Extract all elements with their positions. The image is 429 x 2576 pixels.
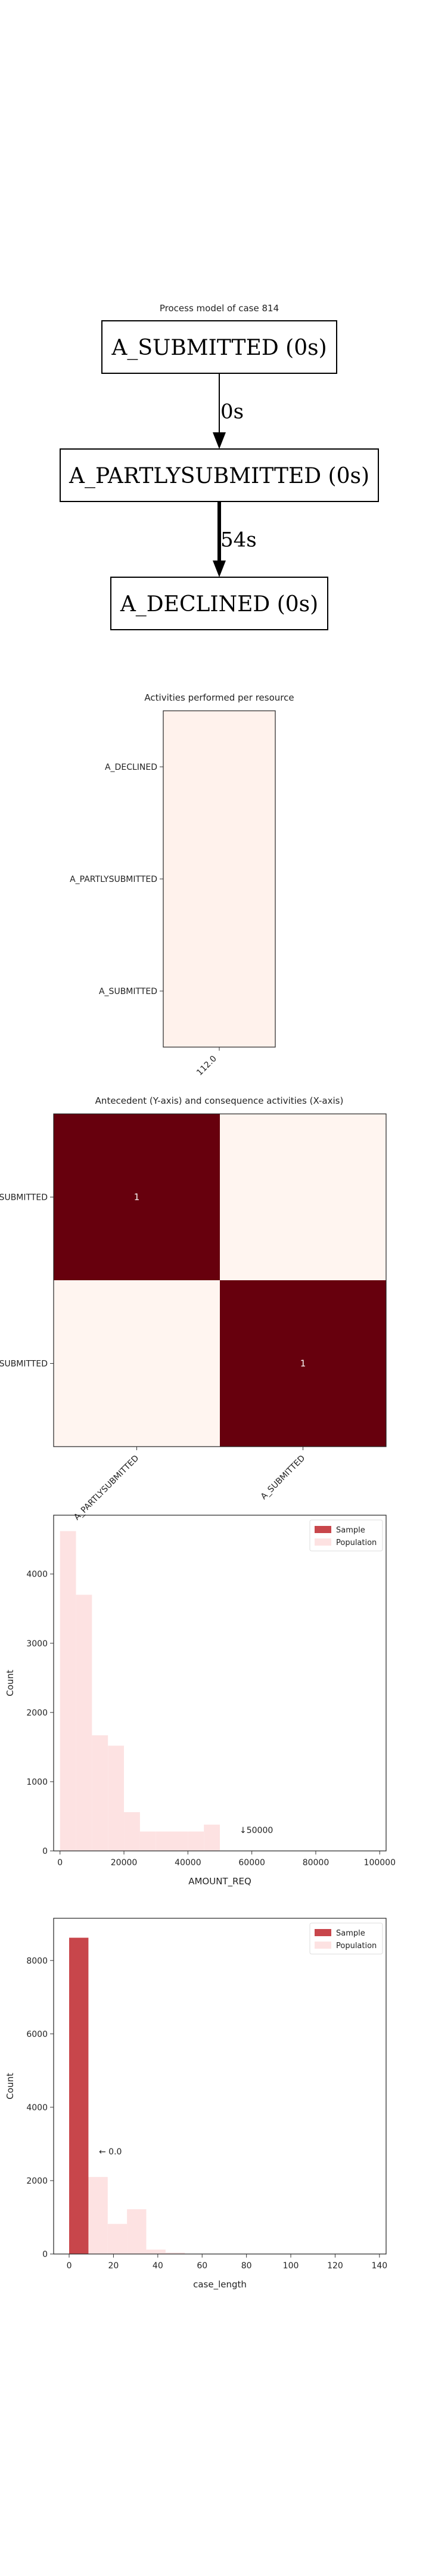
heatmap-cell	[54, 1114, 220, 1280]
process-model-diagram: Process model of case 814 0s 54s A_SUBMITT…	[60, 303, 379, 630]
heatmap-cell	[163, 711, 275, 823]
y-tick-label: A_PARTLYSUBMITTED	[0, 1360, 48, 1369]
population-bar	[156, 1831, 172, 1851]
population-bar	[88, 2176, 108, 2254]
y-tick-label: 1000	[26, 1778, 48, 1787]
process-edge-arrowhead	[213, 561, 226, 577]
legend-swatch-population	[315, 1942, 331, 1949]
process-edge-label: 54s	[220, 528, 257, 552]
population-bar	[107, 2224, 128, 2254]
y-axis-label: Count	[5, 2073, 15, 2100]
y-tick-label: 2000	[26, 1708, 48, 1718]
plot-frame	[53, 1918, 387, 2255]
legend-label-sample: Sample	[336, 1526, 365, 1535]
y-tick-label: 6000	[26, 2030, 48, 2039]
x-tick-label: 100000	[364, 1858, 396, 1868]
population-bar	[139, 1831, 156, 1851]
population-bar	[108, 1745, 125, 1851]
x-tick-label: 60	[197, 2261, 207, 2271]
y-tick-label: 0	[42, 2250, 48, 2259]
legend-swatch-sample	[315, 1929, 331, 1936]
population-bar	[124, 1812, 140, 1851]
x-tick-label: 140	[371, 2261, 387, 2271]
population-bar	[92, 1735, 108, 1851]
population-bar	[188, 1831, 204, 1851]
x-tick-label: 40	[153, 2261, 163, 2271]
x-tick-label: 20	[108, 2261, 119, 2271]
x-tick-label: 0	[67, 2261, 72, 2271]
process-node-box	[60, 448, 379, 502]
legend-swatch-population	[315, 1538, 331, 1546]
process-edge-arrowhead	[213, 432, 226, 449]
legend-label-population: Population	[336, 1538, 377, 1547]
y-tick-label: A_DECLINED	[105, 763, 157, 772]
activities-per-resource-heatmap: Activities performed per resource A_DECL…	[70, 692, 294, 1078]
x-axis-label: AMOUNT_REQ	[188, 1876, 251, 1887]
x-tick-label: 100	[283, 2261, 299, 2271]
population-bar	[127, 2209, 147, 2254]
process-model-title: Process model of case 814	[160, 303, 279, 314]
heatmap-cell-label: 1	[134, 1192, 140, 1203]
heatmap-cell	[163, 935, 275, 1047]
population-bar	[146, 2249, 166, 2254]
x-tick-label: 80	[241, 2261, 252, 2271]
plot-frame	[53, 1515, 387, 1852]
legend-label-sample: Sample	[336, 1929, 365, 1938]
process-edge-label: 0s	[220, 400, 244, 424]
y-tick-label: 4000	[26, 1570, 48, 1580]
y-tick-label: 2000	[26, 2176, 48, 2186]
annotation: ↓50000	[240, 1826, 273, 1835]
amount-req-histogram: 0 20000 40000 60000 80000 100000 0 1000 2000 3000…	[5, 1515, 396, 1887]
x-tick-label: 120	[327, 2261, 343, 2271]
x-tick-label: 40000	[175, 1858, 201, 1868]
process-node-box	[101, 320, 337, 374]
heatmap-cell	[220, 1114, 386, 1280]
legend-swatch-sample	[315, 1526, 331, 1533]
y-tick-label: 0	[42, 1847, 48, 1856]
process-node-label: A_DECLINED (0s)	[120, 592, 318, 617]
legend-label-population: Population	[336, 1942, 377, 1950]
process-node-label: A_SUBMITTED (0s)	[111, 336, 327, 360]
x-tick-label: A_SUBMITTED	[259, 1454, 307, 1502]
process-node-label: A_PARTLYSUBMITTED (0s)	[69, 464, 369, 488]
y-tick-label: 8000	[26, 1956, 48, 1966]
x-tick-label: 112.0	[195, 1054, 219, 1078]
population-bar	[165, 2252, 185, 2254]
x-tick-label: 20000	[111, 1858, 138, 1868]
x-tick-label: 80000	[303, 1858, 329, 1868]
sample-bar	[69, 1937, 89, 2254]
process-node-box	[110, 577, 328, 630]
y-tick-label: 4000	[26, 2103, 48, 2113]
heatmap-cell	[163, 823, 275, 935]
y-tick-label: A_SUBMITTED	[0, 1193, 48, 1203]
x-axis-label: case_length	[193, 2279, 247, 2290]
heatmap-frame	[53, 1113, 387, 1447]
x-tick-label: 60000	[238, 1858, 265, 1868]
resource-heatmap-title: Activities performed per resource	[144, 692, 294, 703]
x-tick-label: 0	[57, 1858, 63, 1868]
y-tick-label: 3000	[26, 1639, 48, 1649]
case-length-histogram: 0 20 40 60 80 100 120 140 0 2000 4000 6000 8000 case_…	[5, 1918, 387, 2290]
heatmap-cell-label: 1	[300, 1358, 306, 1369]
population-bar	[60, 1531, 76, 1851]
y-axis-label: Count	[5, 1670, 15, 1696]
y-tick-label: A_PARTLYSUBMITTED	[70, 875, 157, 884]
population-bar	[76, 1594, 92, 1851]
transition-heatmap-title: Antecedent (Y-axis) and consequence acti…	[95, 1095, 344, 1106]
heatmap-cell	[220, 1280, 386, 1447]
heatmap-cell	[54, 1280, 220, 1447]
antecedent-consequence-heatmap: Antecedent (Y-axis) and consequence acti…	[0, 1095, 387, 1522]
x-tick-label: A_PARTLYSUBMITTED	[72, 1454, 141, 1522]
y-tick-label: A_SUBMITTED	[99, 987, 157, 996]
population-bar	[172, 1831, 188, 1851]
annotation: ← 0.0	[99, 2147, 122, 2157]
population-bar	[204, 1824, 220, 1851]
